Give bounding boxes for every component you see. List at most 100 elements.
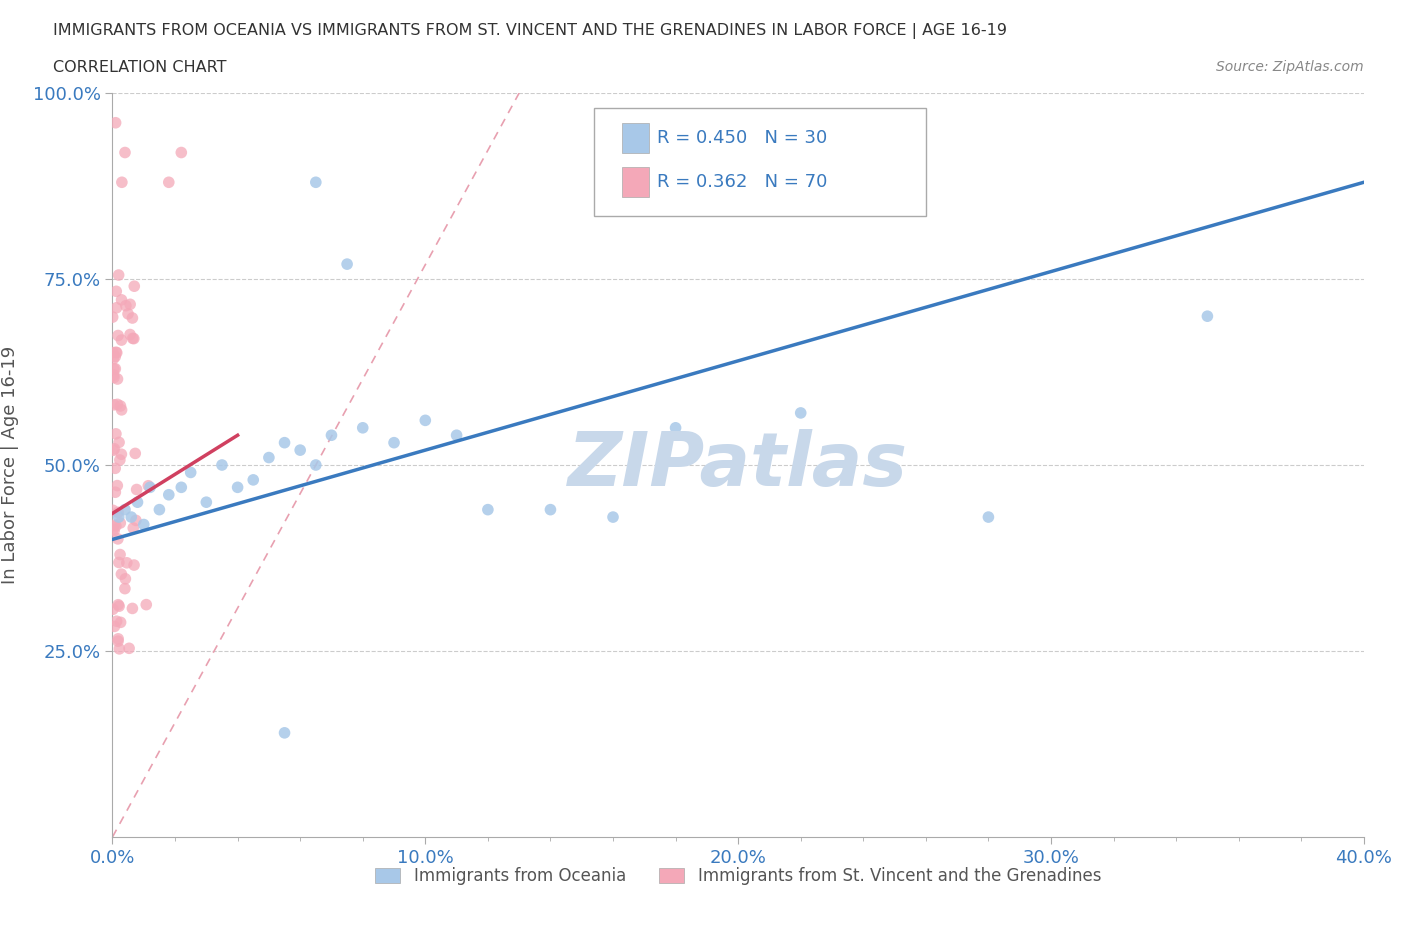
FancyBboxPatch shape — [621, 167, 650, 197]
Point — [110, 403, 132, 418]
Point — [382, 435, 405, 450]
Point — [121, 331, 143, 346]
Y-axis label: In Labor Force | Age 16-19: In Labor Force | Age 16-19 — [1, 346, 18, 584]
Point — [108, 547, 131, 562]
Point — [105, 300, 128, 315]
Point — [602, 510, 624, 525]
Point — [108, 599, 131, 614]
FancyBboxPatch shape — [595, 108, 927, 216]
Point — [105, 345, 128, 360]
FancyBboxPatch shape — [621, 123, 650, 153]
Point — [107, 597, 129, 612]
Point — [195, 495, 218, 510]
Point — [121, 311, 143, 325]
Point — [103, 518, 125, 533]
Text: ZIPatlas: ZIPatlas — [568, 429, 908, 501]
Point — [114, 581, 136, 596]
Point — [273, 435, 295, 450]
Point — [125, 513, 148, 528]
Point — [139, 480, 162, 495]
Point — [103, 397, 125, 412]
Point — [105, 614, 128, 629]
Point — [105, 478, 128, 493]
Point — [290, 443, 312, 458]
Point — [107, 631, 129, 646]
Text: R = 0.450   N = 30: R = 0.450 N = 30 — [657, 128, 827, 147]
Point — [122, 521, 145, 536]
Point — [104, 361, 127, 376]
Point — [108, 453, 131, 468]
Point — [110, 566, 132, 581]
Point — [110, 292, 132, 307]
Point — [273, 725, 295, 740]
Point — [107, 505, 129, 520]
Point — [103, 367, 125, 382]
Point — [104, 427, 127, 442]
Point — [103, 442, 125, 457]
Point — [103, 443, 125, 458]
Point — [415, 413, 437, 428]
Point — [110, 399, 132, 414]
Point — [115, 299, 138, 313]
Point — [105, 284, 128, 299]
Point — [107, 510, 129, 525]
Point — [103, 370, 125, 385]
Point — [107, 633, 129, 648]
Point — [148, 502, 170, 517]
Point — [305, 175, 328, 190]
Point — [321, 428, 343, 443]
Point — [114, 571, 136, 586]
Point — [121, 601, 143, 616]
Point — [257, 450, 280, 465]
Point — [108, 435, 131, 450]
Point — [226, 480, 249, 495]
Point — [110, 446, 132, 461]
Point — [104, 115, 127, 130]
Point — [115, 555, 138, 570]
Point — [110, 615, 132, 630]
Point — [170, 145, 193, 160]
Point — [124, 446, 146, 461]
Point — [104, 350, 127, 365]
Point — [127, 495, 149, 510]
Point — [122, 331, 145, 346]
Point — [103, 619, 125, 634]
Point — [352, 420, 374, 435]
Text: Source: ZipAtlas.com: Source: ZipAtlas.com — [1216, 60, 1364, 74]
Point — [120, 297, 142, 312]
Legend: Immigrants from Oceania, Immigrants from St. Vincent and the Grenadines: Immigrants from Oceania, Immigrants from… — [368, 860, 1108, 892]
Point — [664, 420, 686, 435]
Point — [114, 145, 136, 160]
Point — [103, 362, 125, 377]
Point — [157, 487, 180, 502]
Text: R = 0.362   N = 70: R = 0.362 N = 70 — [657, 173, 827, 192]
Point — [977, 510, 1000, 525]
Point — [110, 515, 132, 530]
Point — [107, 531, 129, 546]
Point — [120, 510, 142, 525]
Point — [157, 175, 180, 190]
Point — [101, 522, 124, 537]
Point — [101, 602, 124, 617]
Point — [103, 352, 125, 366]
Point — [125, 482, 148, 497]
Point — [104, 519, 127, 534]
Text: CORRELATION CHART: CORRELATION CHART — [53, 60, 226, 75]
Point — [1197, 309, 1219, 324]
Point — [110, 333, 132, 348]
Point — [120, 327, 142, 342]
Point — [104, 461, 127, 476]
Point — [114, 502, 136, 517]
Point — [105, 345, 128, 360]
Point — [242, 472, 264, 487]
Point — [101, 503, 124, 518]
Point — [136, 478, 159, 493]
Point — [135, 597, 157, 612]
Point — [104, 485, 127, 499]
Point — [108, 555, 131, 570]
Point — [111, 175, 134, 190]
Point — [122, 558, 145, 573]
Point — [124, 279, 146, 294]
Point — [790, 405, 813, 420]
Point — [118, 641, 141, 656]
